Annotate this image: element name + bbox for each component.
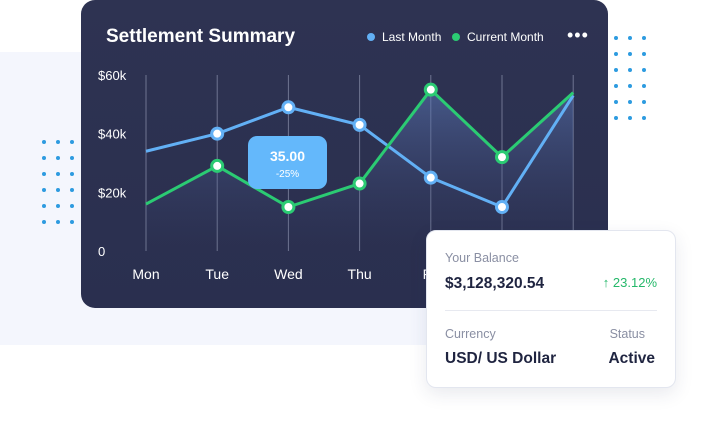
decor-dot <box>642 116 646 120</box>
data-point-current-month <box>495 150 509 165</box>
decor-dot <box>614 68 618 72</box>
data-point-last-month <box>495 200 509 214</box>
decor-dot <box>628 100 632 104</box>
y-tick-label: $20k <box>98 185 127 200</box>
currency-label: Currency <box>445 327 496 341</box>
x-tick-label: Tue <box>205 266 229 282</box>
data-point-last-month <box>281 100 296 115</box>
decor-dot <box>642 84 646 88</box>
decor-dot <box>614 100 618 104</box>
settlement-summary-card: Settlement Summary Last Month Current Mo… <box>81 0 608 308</box>
legend-dot-last-month <box>367 33 375 41</box>
card-title: Settlement Summary <box>106 26 296 47</box>
decor-dot <box>642 36 646 40</box>
more-dots-icon[interactable]: ••• <box>567 25 589 45</box>
decor-dot <box>42 220 46 224</box>
legend-current-month[interactable]: Current Month <box>452 30 544 44</box>
arrow-up-icon: ↑ <box>602 275 610 290</box>
decor-dot <box>628 52 632 56</box>
data-point-current-month <box>352 176 367 191</box>
decor-dot <box>56 140 60 144</box>
y-tick-label: $40k <box>98 127 127 142</box>
decor-dot <box>56 172 60 176</box>
x-tick-label: Mon <box>132 266 159 282</box>
status-label: Status <box>609 327 645 341</box>
decor-dot <box>614 52 618 56</box>
decor-dot <box>628 84 632 88</box>
data-point-current-month <box>423 82 438 97</box>
decor-dot <box>56 156 60 160</box>
data-point-last-month <box>210 126 225 141</box>
decor-dot <box>70 188 74 192</box>
currency-value: USD/ US Dollar <box>445 350 557 367</box>
decor-dot <box>628 36 632 40</box>
decor-dot <box>614 116 618 120</box>
data-point-last-month <box>352 117 367 132</box>
status-value: Active <box>608 350 655 367</box>
area-current-month <box>146 89 574 252</box>
balance-label: Your Balance <box>445 251 519 265</box>
decor-dot <box>628 68 632 72</box>
decor-dots-left <box>42 140 77 225</box>
balance-change: ↑ 23.12% <box>603 275 657 290</box>
x-tick-label: Thu <box>348 266 372 282</box>
decor-dot <box>70 204 74 208</box>
decor-dot <box>56 204 60 208</box>
divider <box>445 310 657 311</box>
decor-dot <box>42 188 46 192</box>
decor-dot <box>628 116 632 120</box>
balance-value: $3,128,320.54 <box>445 275 545 292</box>
y-tick-label: $60k <box>98 68 127 83</box>
data-point-current-month <box>281 200 296 214</box>
y-tick-label: 0 <box>98 244 105 259</box>
legend-dot-current-month <box>452 33 460 41</box>
decor-dot <box>614 36 618 40</box>
decor-dot <box>70 172 74 176</box>
decor-dot <box>42 140 46 144</box>
decor-dot <box>56 188 60 192</box>
data-point-last-month <box>423 170 438 185</box>
decor-dot <box>56 220 60 224</box>
decor-dot <box>42 204 46 208</box>
decor-dot <box>642 100 646 104</box>
line-chart: $60k$40k$20k0MonTueWedThuFriSatSun <box>98 68 586 282</box>
balance-card: Your Balance $3,128,320.54 ↑ 23.12% Curr… <box>426 230 676 388</box>
decor-dot <box>614 84 618 88</box>
tooltip-value: 35.00 <box>269 148 306 164</box>
legend-last-month[interactable]: Last Month <box>367 30 441 44</box>
x-tick-label: Wed <box>274 266 303 282</box>
decor-dot <box>70 140 74 144</box>
decor-dot <box>42 172 46 176</box>
decor-dot <box>642 52 646 56</box>
tooltip-change: -25% <box>275 169 300 180</box>
decor-dot <box>70 156 74 160</box>
legend-label-last-month: Last Month <box>382 30 442 44</box>
balance-change-value: 23.12% <box>612 275 657 290</box>
decor-dot <box>42 156 46 160</box>
legend-label-current-month: Current Month <box>467 30 544 44</box>
decor-dot <box>642 68 646 72</box>
data-point-current-month <box>210 158 225 173</box>
decor-dots-right <box>614 36 649 121</box>
chart-tooltip: 35.00 -25% <box>248 136 327 189</box>
decor-dot <box>70 220 74 224</box>
